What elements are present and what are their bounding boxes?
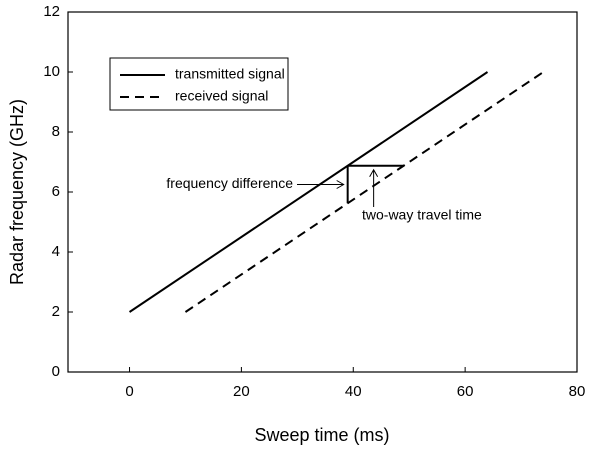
x-tick-label: 20	[233, 383, 250, 400]
y-tick-label: 8	[52, 123, 60, 140]
series-line	[128, 71, 489, 313]
legend-box	[109, 57, 289, 111]
x-tick-label: 0	[125, 383, 133, 400]
x-tick-label: 60	[457, 383, 474, 400]
annotation-arrow	[369, 168, 379, 207]
annotation: two-way travel time	[362, 207, 482, 223]
y-tick-label: 12	[43, 3, 60, 20]
legend-label: transmitted signal	[175, 66, 285, 82]
y-tick-label: 6	[52, 183, 60, 200]
y-tick-label: 2	[52, 303, 60, 320]
legend-label: received signal	[175, 88, 268, 104]
y-axis-label: Radar frequency (GHz)	[7, 99, 27, 285]
y-tick-label: 0	[52, 363, 60, 380]
x-tick-label: 80	[569, 383, 586, 400]
x-tick-label: 40	[345, 383, 362, 400]
annotation-arrow	[297, 180, 345, 189]
x-axis-label: Sweep time (ms)	[254, 425, 389, 445]
y-tick-label: 4	[52, 243, 60, 260]
series-line	[184, 71, 544, 313]
y-tick-label: 10	[43, 63, 60, 80]
annotation: frequency difference	[166, 175, 293, 191]
